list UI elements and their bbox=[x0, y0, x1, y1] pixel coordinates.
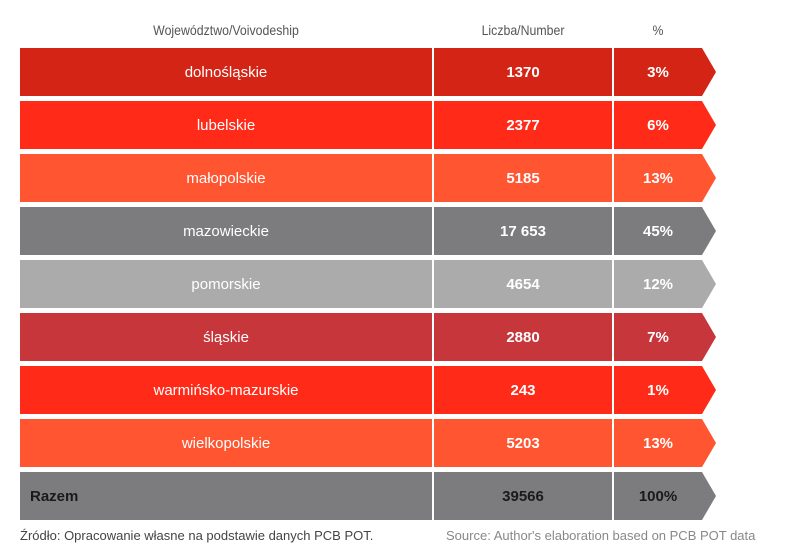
region-cell: pomorskie bbox=[20, 260, 432, 308]
row-arrow-icon bbox=[702, 207, 716, 255]
source-english: Source: Author's elaboration based on PC… bbox=[446, 528, 756, 543]
table-row: dolnośląskie 1370 3% bbox=[20, 48, 720, 96]
table-row: warmińsko-mazurskie 243 1% bbox=[20, 366, 720, 414]
percent-cell: 12% bbox=[614, 260, 702, 308]
table-row: lubelskie 2377 6% bbox=[20, 101, 720, 149]
table-body: dolnośląskie 1370 3% lubelskie 2377 6% małopol… bbox=[20, 48, 720, 525]
percent-cell: 13% bbox=[614, 154, 702, 202]
table-row: pomorskie 4654 12% bbox=[20, 260, 720, 308]
table-row: wielkopolskie 5203 13% bbox=[20, 419, 720, 467]
percent-cell: 100% bbox=[614, 472, 702, 520]
percent-cell: 3% bbox=[614, 48, 702, 96]
number-cell: 5203 bbox=[434, 419, 612, 467]
number-cell: 243 bbox=[434, 366, 612, 414]
region-cell: lubelskie bbox=[20, 101, 432, 149]
table-row: śląskie 2880 7% bbox=[20, 313, 720, 361]
percent-cell: 7% bbox=[614, 313, 702, 361]
percent-cell: 1% bbox=[614, 366, 702, 414]
row-arrow-icon bbox=[702, 366, 716, 414]
number-cell: 39566 bbox=[434, 472, 612, 520]
percent-cell: 6% bbox=[614, 101, 702, 149]
percent-cell: 13% bbox=[614, 419, 702, 467]
header-number: Liczba/Number bbox=[481, 22, 565, 38]
region-cell: mazowieckie bbox=[20, 207, 432, 255]
number-cell: 2377 bbox=[434, 101, 612, 149]
number-cell: 2880 bbox=[434, 313, 612, 361]
row-arrow-icon bbox=[702, 101, 716, 149]
region-cell: śląskie bbox=[20, 313, 432, 361]
total-row: Razem 39566 100% bbox=[20, 472, 720, 520]
region-cell: dolnośląskie bbox=[20, 48, 432, 96]
row-arrow-icon bbox=[702, 48, 716, 96]
table-row: małopolskie 5185 13% bbox=[20, 154, 720, 202]
percent-cell: 45% bbox=[614, 207, 702, 255]
row-arrow-icon bbox=[702, 313, 716, 361]
row-arrow-icon bbox=[702, 154, 716, 202]
region-cell: Razem bbox=[20, 472, 432, 520]
source-polish: Źródło: Opracowanie własne na podstawie … bbox=[20, 528, 374, 543]
number-cell: 17 653 bbox=[434, 207, 612, 255]
number-cell: 1370 bbox=[434, 48, 612, 96]
region-cell: warmińsko-mazurskie bbox=[20, 366, 432, 414]
table-header: Województwo/Voivodeship Liczba/Number % bbox=[20, 14, 700, 42]
number-cell: 4654 bbox=[434, 260, 612, 308]
region-cell: wielkopolskie bbox=[20, 419, 432, 467]
row-arrow-icon bbox=[702, 419, 716, 467]
header-percent: % bbox=[652, 22, 664, 38]
header-region: Województwo/Voivodeship bbox=[153, 22, 299, 38]
table-row: mazowieckie 17 653 45% bbox=[20, 207, 720, 255]
region-cell: małopolskie bbox=[20, 154, 432, 202]
number-cell: 5185 bbox=[434, 154, 612, 202]
row-arrow-icon bbox=[702, 472, 716, 520]
row-arrow-icon bbox=[702, 260, 716, 308]
